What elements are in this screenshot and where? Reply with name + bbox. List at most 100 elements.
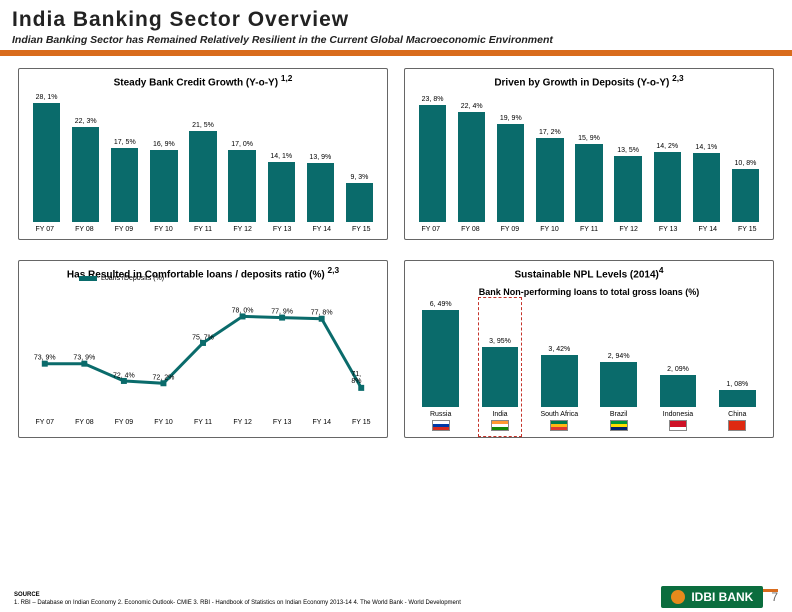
bar-value-label: 17, 5% xyxy=(114,139,136,146)
chart-title-sup: 2,3 xyxy=(672,73,684,83)
bar-item: 22, 3% xyxy=(66,94,105,222)
npl-bar-item: 1, 08% xyxy=(708,301,767,407)
source-line: 1. RBI – Database on Indian Economy 2. E… xyxy=(14,600,661,608)
bar-item: 28, 1% xyxy=(27,94,66,222)
point-label: 72, 4% xyxy=(113,372,135,379)
bar-value-label: 22, 3% xyxy=(75,118,97,125)
bar xyxy=(111,148,138,223)
bar-item: 19, 9% xyxy=(491,94,530,222)
flag-icon xyxy=(669,420,687,431)
bar xyxy=(482,347,519,407)
x-axis-label: Russia xyxy=(411,411,470,431)
bar xyxy=(575,144,602,222)
chart-subtitle: Bank Non-performing loans to total gross… xyxy=(411,287,767,297)
x-axis-label: FY 09 xyxy=(490,226,530,233)
x-axis-label: FY 12 xyxy=(223,419,263,426)
legend-swatch xyxy=(79,276,97,281)
npl-bar-item: 6, 49% xyxy=(411,301,470,407)
x-axis-label: FY 11 xyxy=(183,419,223,426)
page-title: India Banking Sector Overview xyxy=(12,8,780,32)
x-axis-label: India xyxy=(470,411,529,431)
bar xyxy=(541,355,578,407)
bar xyxy=(654,152,681,222)
bar-value-label: 3, 95% xyxy=(489,338,511,345)
x-axis-label: FY 13 xyxy=(262,226,302,233)
x-axis-label: FY 10 xyxy=(144,419,184,426)
chart-title-text: Sustainable NPL Levels (2014) xyxy=(515,270,659,281)
x-axis-label: FY 14 xyxy=(688,226,728,233)
x-axis-label: FY 11 xyxy=(183,226,223,233)
loans-deposits-chart: Has Resulted in Comfortable loans / depo… xyxy=(18,260,388,437)
bar-value-label: 6, 49% xyxy=(430,301,452,308)
bar xyxy=(33,103,60,222)
bar-value-label: 3, 42% xyxy=(548,346,570,353)
deposit-growth-chart: Driven by Growth in Deposits (Y-o-Y) 2,3… xyxy=(404,68,774,240)
x-axis-label: FY 09 xyxy=(104,226,144,233)
x-axis-label: FY 14 xyxy=(302,419,342,426)
bar xyxy=(307,163,334,222)
x-axis-label: FY 10 xyxy=(144,226,184,233)
x-axis-label: FY 07 xyxy=(25,419,65,426)
bar-item: 9, 3% xyxy=(340,94,379,222)
bar-value-label: 14, 1% xyxy=(695,144,717,151)
x-axis-label: FY 09 xyxy=(104,419,144,426)
chart-title-sup: 1,2 xyxy=(281,73,293,83)
chart-title-sup: 4 xyxy=(659,265,664,275)
bar xyxy=(660,375,697,407)
point-label: 75, 7% xyxy=(192,334,214,341)
bar-value-label: 22, 4% xyxy=(461,103,483,110)
x-axis-label: FY 07 xyxy=(25,226,65,233)
bar-item: 14, 2% xyxy=(648,94,687,222)
bar-value-label: 14, 1% xyxy=(270,153,292,160)
header: India Banking Sector Overview Indian Ban… xyxy=(0,0,792,46)
charts-row-2: Has Resulted in Comfortable loans / depo… xyxy=(0,248,792,437)
point-label: 73, 9% xyxy=(73,355,95,362)
bar-value-label: 15, 9% xyxy=(578,135,600,142)
point-label: 72, 2% xyxy=(153,375,175,382)
idbi-logo-icon xyxy=(671,590,685,604)
bar xyxy=(189,131,216,223)
bar-item: 16, 9% xyxy=(144,94,183,222)
npl-chart: Sustainable NPL Levels (2014)4 Bank Non-… xyxy=(404,260,774,437)
bar xyxy=(458,112,485,222)
x-axis-label: FY 08 xyxy=(65,226,105,233)
bar-item: 15, 9% xyxy=(569,94,608,222)
bar xyxy=(693,153,720,222)
x-axis-label: Indonesia xyxy=(648,411,707,431)
bar xyxy=(72,127,99,222)
flag-icon xyxy=(550,420,568,431)
x-axis-label: FY 15 xyxy=(728,226,768,233)
x-axis-label: FY 08 xyxy=(65,419,105,426)
bar-value-label: 13, 9% xyxy=(309,154,331,161)
x-axis-label: FY 15 xyxy=(342,226,382,233)
bar xyxy=(346,183,373,223)
bar-value-label: 13, 5% xyxy=(617,147,639,154)
bar-item: 14, 1% xyxy=(262,94,301,222)
bar-value-label: 17, 2% xyxy=(539,129,561,136)
flag-icon xyxy=(432,420,450,431)
bar-value-label: 19, 9% xyxy=(500,115,522,122)
chart-title: Sustainable NPL Levels (2014)4 xyxy=(411,265,767,280)
bar-value-label: 16, 9% xyxy=(153,141,175,148)
line-chart-svg xyxy=(25,287,381,415)
npl-bar-item: 2, 09% xyxy=(648,301,707,407)
bar-value-label: 28, 1% xyxy=(36,94,58,101)
x-axis-label: South Africa xyxy=(530,411,589,431)
npl-bar-item: 3, 42% xyxy=(530,301,589,407)
page-subtitle: Indian Banking Sector has Remained Relat… xyxy=(12,34,780,46)
bar xyxy=(719,390,756,406)
point-label: 77, 9% xyxy=(271,309,293,316)
page-number: 7 xyxy=(771,590,778,604)
bar-item: 21, 5% xyxy=(183,94,222,222)
bar xyxy=(732,169,759,222)
flag-icon xyxy=(610,420,628,431)
bar-value-label: 23, 8% xyxy=(422,96,444,103)
bar xyxy=(497,124,524,222)
chart-title: Steady Bank Credit Growth (Y-o-Y) 1,2 xyxy=(25,73,381,88)
chart-title-text: Driven by Growth in Deposits (Y-o-Y) xyxy=(494,77,672,88)
bar xyxy=(228,150,255,223)
point-label: 78, 0% xyxy=(232,308,254,315)
bar xyxy=(614,156,641,222)
x-axis-label: FY 10 xyxy=(530,226,570,233)
bar-value-label: 9, 3% xyxy=(350,174,368,181)
